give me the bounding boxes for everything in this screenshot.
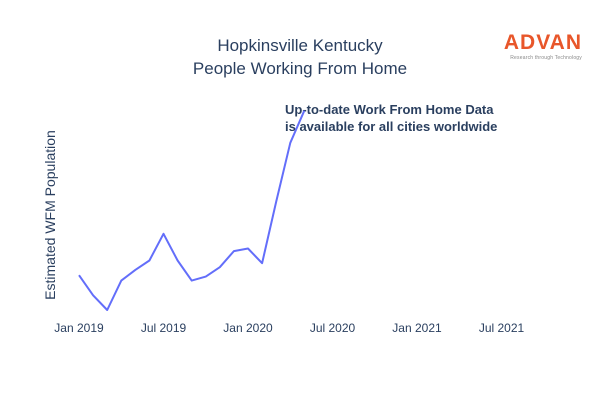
series-layer [78,110,306,311]
x-tick-label: Jan 2021 [392,321,442,335]
series-line [78,110,306,311]
logo-wordmark: ADVAN [503,31,582,54]
chart-title-line-1: Hopkinsville Kentucky [217,36,383,55]
advan-logo: ADVAN Research through Technology [503,31,582,62]
x-tick-label: Jul 2021 [479,321,525,335]
x-tick-label: Jul 2019 [141,321,187,335]
x-tick-label: Jan 2019 [54,321,104,335]
annotation-line-2: is available for all cities worldwide [285,119,497,134]
annotation-line-1: Up-to-date Work From Home Data [285,102,494,117]
x-tick-label: Jan 2020 [223,321,273,335]
y-axis-label: Estimated WFM Population [42,130,58,300]
chart-title-line-2: People Working From Home [193,59,407,78]
x-tick-label: Jul 2020 [310,321,356,335]
chart-annotation: Up-to-date Work From Home Data is availa… [285,102,497,134]
x-axis-ticks: Jan 2019 Jul 2019 Jan 2020 Jul 2020 Jan 2021… [54,321,524,335]
chart-title: Hopkinsville Kentucky People Working Fro… [193,36,407,78]
logo-tagline: Research through Technology [510,55,582,61]
